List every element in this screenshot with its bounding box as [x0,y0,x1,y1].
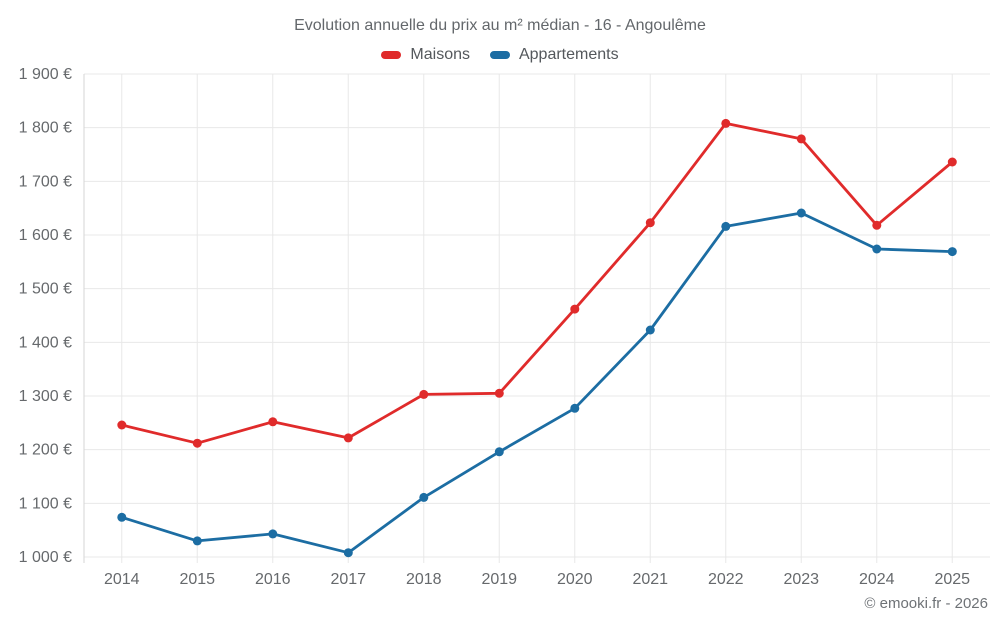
svg-text:2017: 2017 [330,571,366,588]
svg-text:1 600 €: 1 600 € [19,227,72,244]
data-point-maisons-2022[interactable] [721,118,731,128]
data-point-maisons-2014[interactable] [117,420,127,430]
data-point-maisons-2024[interactable] [872,220,882,230]
svg-text:1 700 €: 1 700 € [19,173,72,190]
gridlines [84,73,990,563]
data-point-maisons-2021[interactable] [645,218,655,228]
legend-item-maisons[interactable]: Maisons [381,46,470,64]
svg-text:1 100 €: 1 100 € [19,495,72,512]
legend-label-maisons: Maisons [410,46,470,63]
svg-text:1 800 €: 1 800 € [19,120,72,137]
svg-text:2021: 2021 [632,571,668,588]
svg-text:2023: 2023 [783,571,819,588]
legend-item-appartements[interactable]: Appartements [489,46,619,64]
data-point-appartements-2024[interactable] [872,244,882,254]
x-axis-labels: 2014 2015 2016 2017 2018 2019 2020 2021 2022 2023… [104,571,970,588]
data-point-appartements-2016[interactable] [268,529,278,539]
svg-text:1 500 €: 1 500 € [19,281,72,298]
data-point-appartements-2015[interactable] [192,536,202,546]
data-point-appartements-2014[interactable] [117,512,127,522]
maisons-series-swatch [381,51,402,59]
appartements-series-swatch [489,51,510,59]
data-point-appartements-2025[interactable] [947,247,957,257]
data-point-maisons-2023[interactable] [796,134,806,144]
legend-label-appartements: Appartements [518,46,619,63]
series-appartements [117,208,957,558]
data-point-appartements-2020[interactable] [570,403,580,413]
chart-title: Evolution annuelle du prix au m² médian … [294,17,706,34]
data-point-maisons-2020[interactable] [570,304,580,314]
y-axis-labels: 1 000 € 1 100 € 1 200 € 1 300 € 1 400 € 1 500… [19,66,72,566]
maisons-line [120,122,954,445]
data-point-maisons-2025[interactable] [947,157,957,167]
data-point-appartements-2023[interactable] [796,208,806,218]
svg-text:2022: 2022 [708,571,744,588]
credit: © emooki.fr - 2026 [864,595,988,612]
data-point-maisons-2019[interactable] [494,388,504,398]
appartements-line [120,211,954,555]
legend: Maisons Appartements [0,46,1000,64]
series-maisons [117,118,957,448]
svg-text:2014: 2014 [104,571,140,588]
data-point-appartements-2017[interactable] [343,548,353,558]
svg-text:1 300 €: 1 300 € [19,388,72,405]
svg-text:1 900 €: 1 900 € [19,66,72,83]
data-point-maisons-2015[interactable] [192,438,202,448]
svg-text:2019: 2019 [481,571,517,588]
svg-text:2018: 2018 [406,571,442,588]
svg-text:1 400 €: 1 400 € [19,334,72,351]
data-point-appartements-2019[interactable] [494,447,504,457]
data-point-maisons-2018[interactable] [419,389,429,399]
data-point-maisons-2017[interactable] [343,433,353,443]
svg-text:2024: 2024 [859,571,895,588]
svg-text:2020: 2020 [557,571,593,588]
svg-text:2016: 2016 [255,571,291,588]
svg-text:2015: 2015 [179,571,215,588]
svg-text:1 000 €: 1 000 € [19,549,72,566]
data-point-appartements-2018[interactable] [419,492,429,502]
data-point-maisons-2016[interactable] [268,417,278,427]
data-point-appartements-2022[interactable] [721,221,731,231]
data-point-appartements-2021[interactable] [645,325,655,335]
svg-text:2025: 2025 [934,571,970,588]
svg-text:1 200 €: 1 200 € [19,442,72,459]
